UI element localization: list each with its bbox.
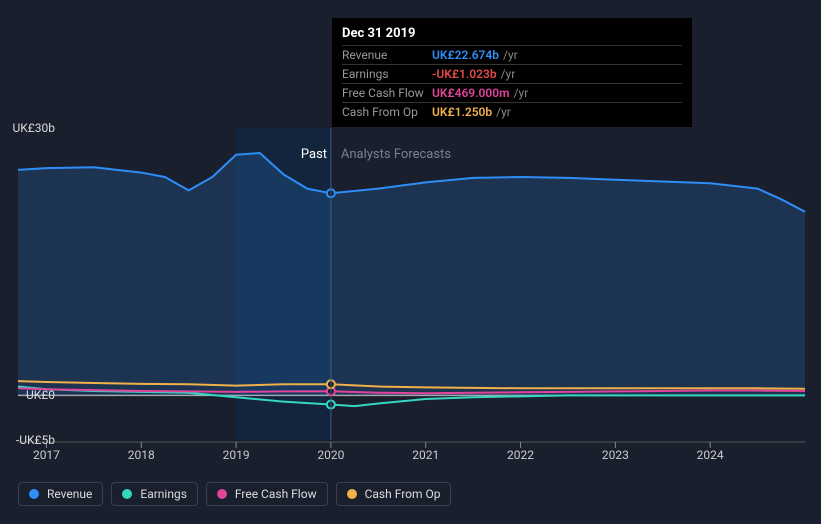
tooltip-metric-label: Revenue <box>342 48 432 62</box>
legend-dot-icon <box>29 489 39 499</box>
tooltip-metric-suffix: /yr <box>503 48 518 62</box>
tooltip-metric-value: UK£22.674b <box>432 48 499 62</box>
tooltip-metric-value: UK£1.250b <box>432 105 492 119</box>
tooltip-row: Free Cash FlowUK£469.000m/yr <box>342 83 682 102</box>
x-axis-tick-label: 2022 <box>507 448 534 462</box>
legend-label: Cash From Op <box>365 487 441 501</box>
legend-label: Free Cash Flow <box>235 487 317 501</box>
x-axis-tick-label: 2024 <box>697 448 724 462</box>
x-axis-tick-label: 2021 <box>412 448 439 462</box>
legend-dot-icon <box>217 489 227 499</box>
x-axis-tick-label: 2020 <box>317 448 344 462</box>
period-label-past: Past <box>301 147 327 162</box>
tooltip-metric-suffix: /yr <box>501 67 516 81</box>
legend-item[interactable]: Revenue <box>18 482 103 506</box>
tooltip-date: Dec 31 2019 <box>342 24 682 45</box>
y-axis-tick-label: -UK£5b <box>16 433 55 447</box>
financial-timeseries-chart: UK£30b UK£0 -UK£5b 2017 2018 2019 2020 2021 202… <box>0 0 821 524</box>
tooltip-metric-label: Free Cash Flow <box>342 86 432 100</box>
legend-item[interactable]: Free Cash Flow <box>206 482 328 506</box>
legend-item[interactable]: Cash From Op <box>336 482 452 506</box>
legend-dot-icon <box>347 489 357 499</box>
tooltip-metric-value: UK£469.000m <box>432 86 510 100</box>
tooltip-metric-value: -UK£1.023b <box>432 67 497 81</box>
tooltip-row: Cash From OpUK£1.250b/yr <box>342 102 682 121</box>
period-label-forecast: Analysts Forecasts <box>341 147 451 162</box>
legend-label: Revenue <box>47 487 92 501</box>
legend-dot-icon <box>122 489 132 499</box>
tooltip-metric-suffix: /yr <box>514 86 529 100</box>
legend-item[interactable]: Earnings <box>111 482 198 506</box>
tooltip-metric-label: Earnings <box>342 67 432 81</box>
chart-tooltip: Dec 31 2019 RevenueUK£22.674b/yrEarnings… <box>332 18 692 127</box>
y-axis-tick-label: UK£30b <box>12 121 55 135</box>
x-axis-tick-label: 2019 <box>223 448 250 462</box>
x-axis-tick-label: 2023 <box>602 448 629 462</box>
tooltip-row: RevenueUK£22.674b/yr <box>342 45 682 64</box>
chart-legend: Revenue Earnings Free Cash Flow Cash From O… <box>18 482 451 506</box>
x-axis-tick-label: 2018 <box>128 448 155 462</box>
y-axis-tick-label: UK£0 <box>26 388 55 402</box>
x-axis-tick-label: 2017 <box>33 448 60 462</box>
legend-label: Earnings <box>140 487 187 501</box>
tooltip-metric-suffix: /yr <box>496 105 511 119</box>
tooltip-metric-label: Cash From Op <box>342 105 432 119</box>
tooltip-row: Earnings-UK£1.023b/yr <box>342 64 682 83</box>
